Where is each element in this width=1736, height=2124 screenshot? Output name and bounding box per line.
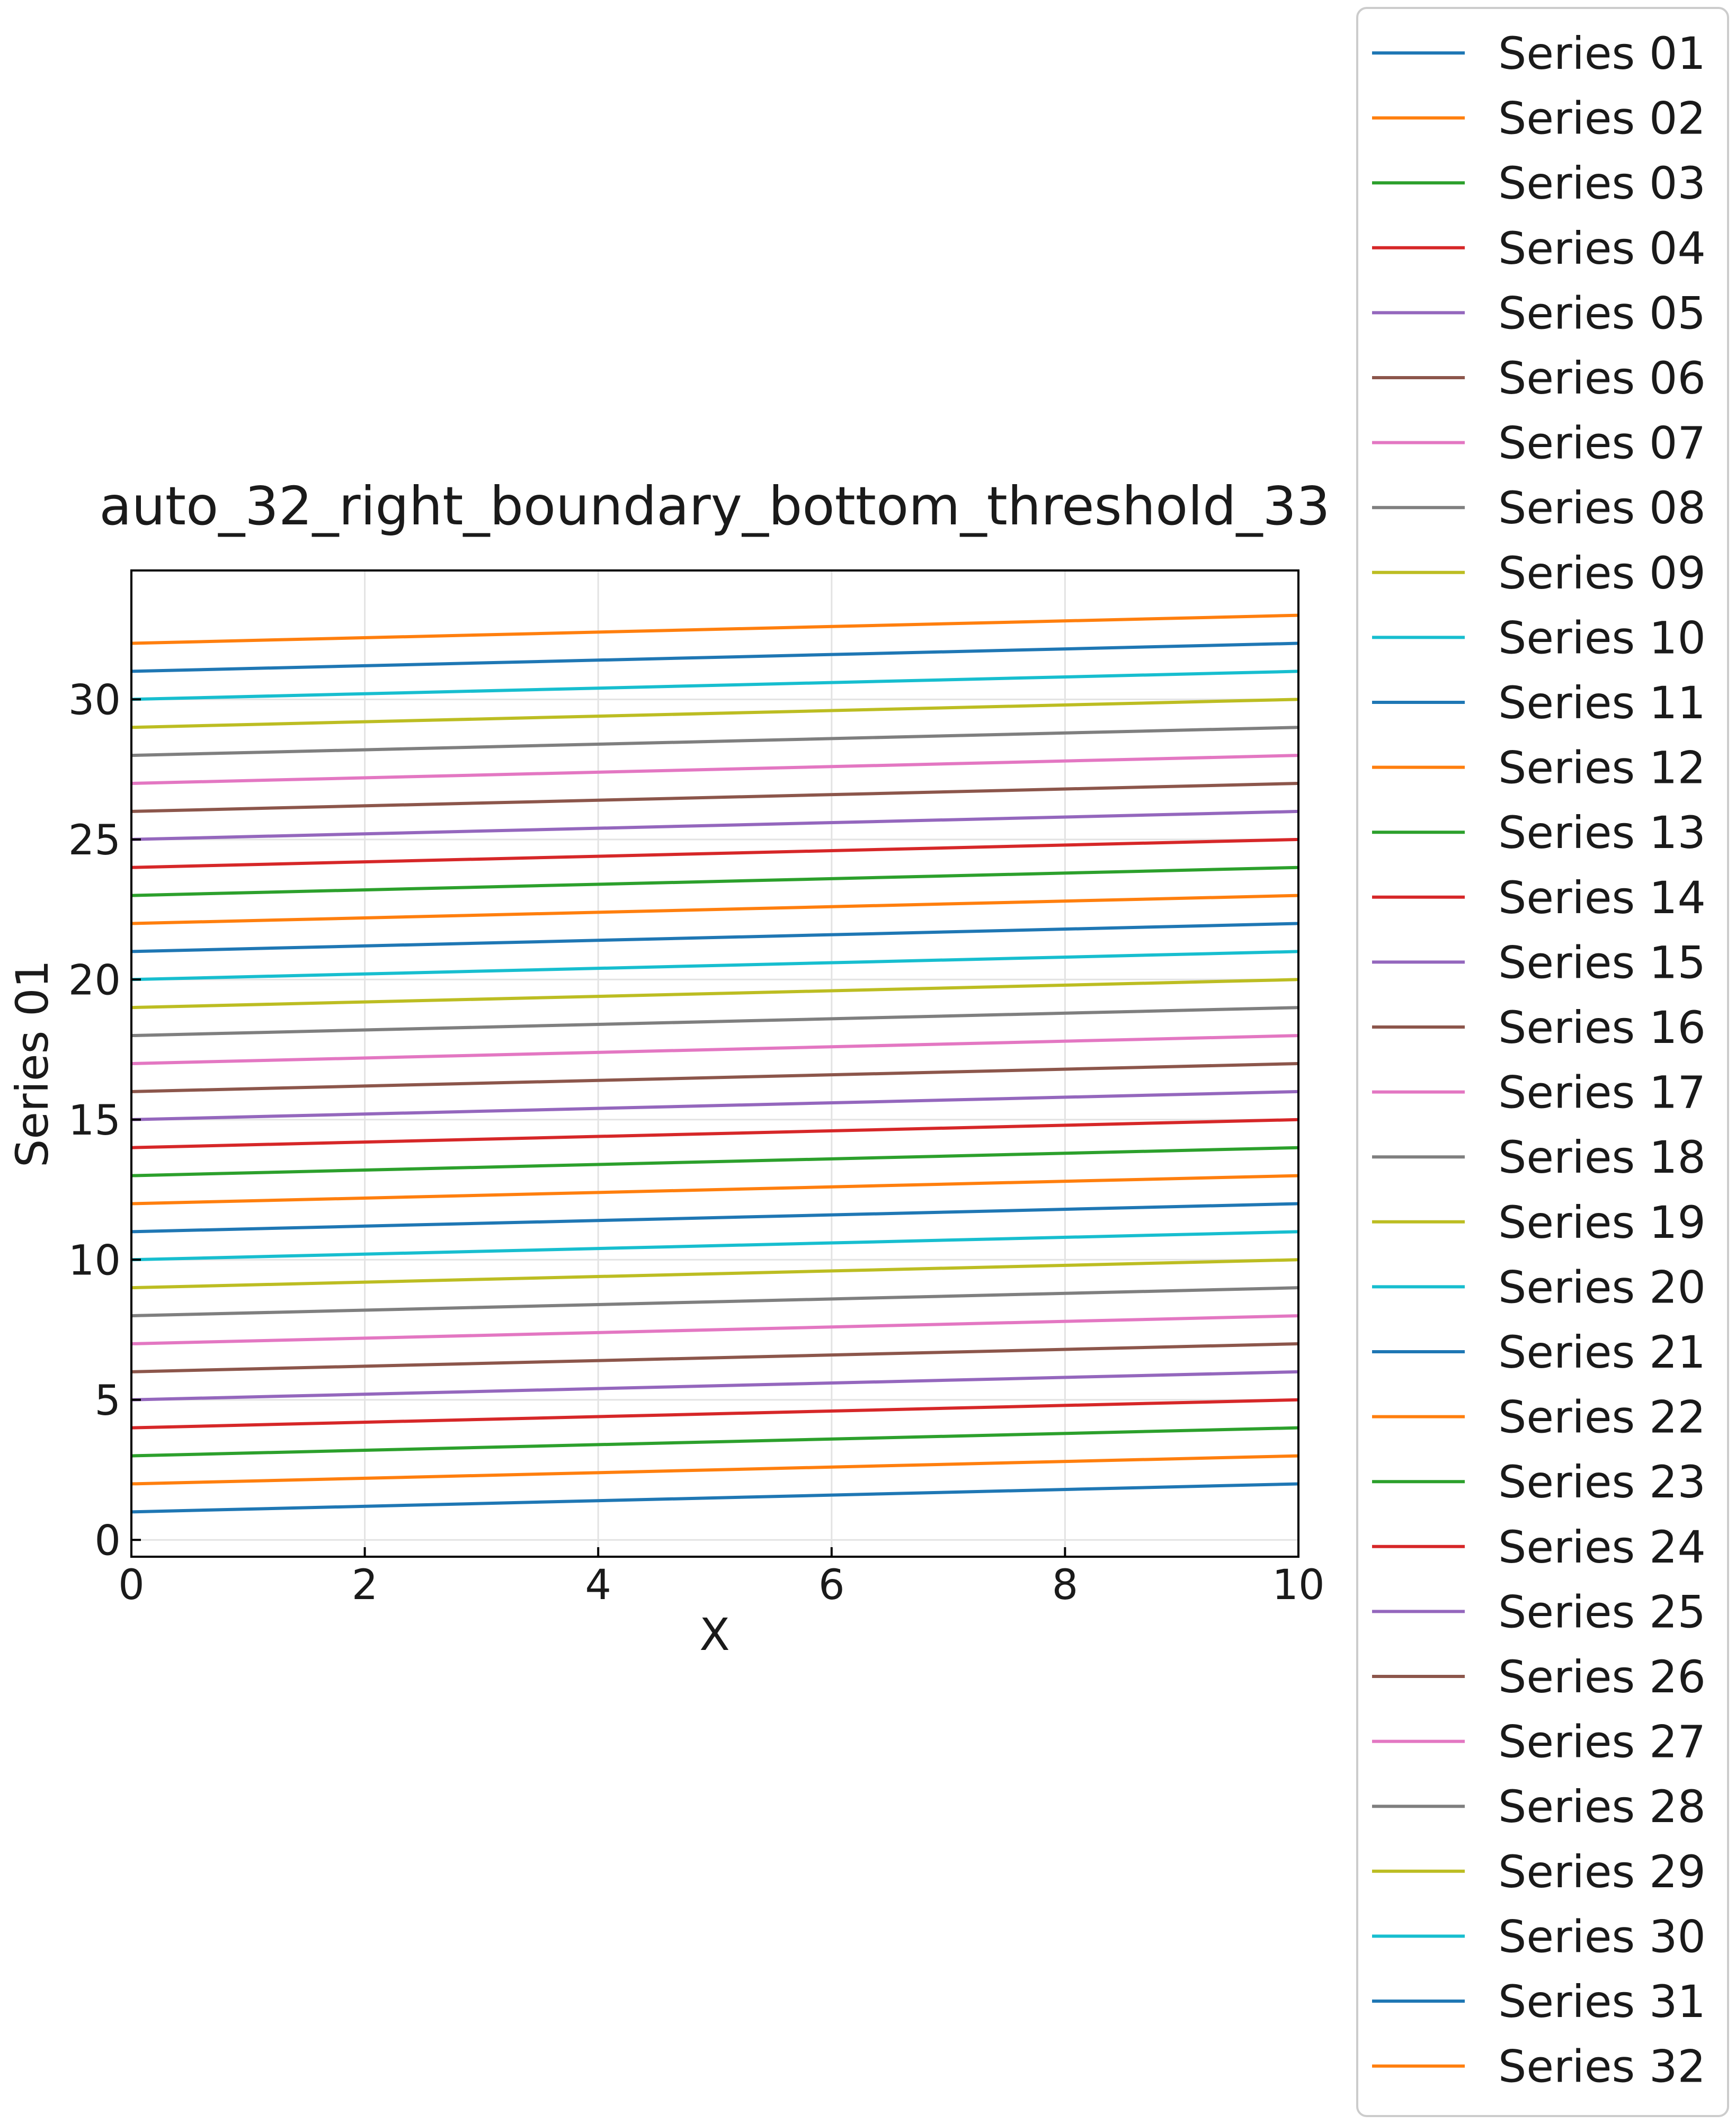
series-line bbox=[131, 809, 1299, 841]
series-line bbox=[131, 698, 1299, 729]
series-line bbox=[131, 922, 1299, 953]
series-line bbox=[131, 726, 1299, 757]
x-tick-label: 2 bbox=[352, 1561, 378, 1609]
series-line bbox=[131, 1482, 1299, 1514]
legend-label: Series 29 bbox=[1498, 1846, 1706, 1898]
series-line bbox=[131, 1146, 1299, 1177]
legend-label: Series 14 bbox=[1498, 872, 1706, 924]
legend-label: Series 18 bbox=[1498, 1131, 1706, 1183]
series-line bbox=[131, 1062, 1299, 1093]
series-line bbox=[131, 1286, 1299, 1318]
legend-entries: Series 01 Series 02 Series 03 Series 04 Seri… bbox=[1372, 28, 1706, 2093]
legend-label: Series 17 bbox=[1498, 1067, 1706, 1119]
legend-label: Series 02 bbox=[1498, 93, 1706, 145]
y-tick-label: 15 bbox=[68, 1097, 121, 1145]
legend-label: Series 05 bbox=[1498, 287, 1706, 339]
y-tick-label: 10 bbox=[68, 1237, 121, 1284]
series-line bbox=[131, 1006, 1299, 1038]
chart-title: auto_32_right_boundary_bottom_threshold_… bbox=[99, 475, 1330, 537]
series-line bbox=[131, 1202, 1299, 1234]
x-tick-label: 0 bbox=[118, 1561, 145, 1609]
x-tick-label: 4 bbox=[585, 1561, 611, 1609]
legend-label: Series 27 bbox=[1498, 1716, 1706, 1768]
plot-area-frame bbox=[130, 569, 1299, 1558]
legend-label: Series 10 bbox=[1498, 612, 1706, 664]
legend: Series 01 Series 02 Series 03 Series 04 Seri… bbox=[1356, 7, 1729, 2117]
x-tick-label: 10 bbox=[1272, 1561, 1324, 1609]
legend-label: Series 01 bbox=[1498, 28, 1706, 79]
series-lines bbox=[131, 613, 1299, 1514]
series-line bbox=[131, 1398, 1299, 1430]
series-line bbox=[131, 894, 1299, 925]
series-line bbox=[131, 754, 1299, 786]
legend-label: Series 22 bbox=[1498, 1391, 1706, 1443]
legend-label: Series 24 bbox=[1498, 1521, 1706, 1573]
grid bbox=[130, 570, 1299, 1557]
series-line bbox=[131, 1174, 1299, 1206]
series-line bbox=[131, 641, 1299, 673]
legend-label: Series 16 bbox=[1498, 1002, 1706, 1054]
legend-label: Series 11 bbox=[1498, 677, 1706, 729]
legend-label: Series 06 bbox=[1498, 352, 1706, 404]
series-line bbox=[131, 865, 1299, 897]
legend-label: Series 30 bbox=[1498, 1911, 1706, 1962]
legend-label: Series 23 bbox=[1498, 1456, 1706, 1508]
legend-label: Series 25 bbox=[1498, 1586, 1706, 1638]
series-line bbox=[131, 950, 1299, 981]
legend-label: Series 04 bbox=[1498, 222, 1706, 274]
legend-label: Series 15 bbox=[1498, 936, 1706, 988]
x-tick-label: 6 bbox=[818, 1561, 845, 1609]
axis-ticks: 0 2 4 6 8 10 0 5 10 15 20 25 30 bbox=[68, 676, 1325, 1609]
series-line bbox=[131, 782, 1299, 813]
legend-label: Series 32 bbox=[1498, 2041, 1706, 2093]
series-line bbox=[131, 978, 1299, 1010]
y-tick-label: 25 bbox=[68, 817, 121, 864]
legend-label: Series 26 bbox=[1498, 1651, 1706, 1703]
legend-label: Series 31 bbox=[1498, 1976, 1706, 2028]
series-line bbox=[131, 1118, 1299, 1149]
y-tick-label: 30 bbox=[68, 676, 121, 724]
series-line bbox=[131, 1314, 1299, 1345]
y-tick-label: 5 bbox=[94, 1377, 121, 1425]
series-line bbox=[131, 1230, 1299, 1262]
legend-label: Series 19 bbox=[1498, 1197, 1706, 1248]
legend-label: Series 21 bbox=[1498, 1326, 1706, 1378]
legend-label: Series 08 bbox=[1498, 482, 1706, 534]
y-tick-label: 0 bbox=[94, 1517, 121, 1565]
series-line bbox=[131, 1090, 1299, 1121]
series-line bbox=[131, 1342, 1299, 1373]
y-axis-label: Series 01 bbox=[6, 960, 58, 1167]
series-line bbox=[131, 837, 1299, 869]
series-line bbox=[131, 1034, 1299, 1065]
legend-label: Series 13 bbox=[1498, 807, 1706, 859]
legend-label: Series 07 bbox=[1498, 417, 1706, 469]
y-tick-label: 20 bbox=[68, 957, 121, 1004]
series-line bbox=[131, 1454, 1299, 1486]
x-tick-label: 8 bbox=[1052, 1561, 1079, 1609]
series-line bbox=[131, 1258, 1299, 1290]
legend-label: Series 09 bbox=[1498, 547, 1706, 599]
legend-label: Series 12 bbox=[1498, 742, 1706, 794]
x-axis-label: X bbox=[699, 1609, 730, 1661]
series-line bbox=[131, 1370, 1299, 1402]
series-line bbox=[131, 613, 1299, 645]
legend-label: Series 28 bbox=[1498, 1781, 1706, 1833]
series-line bbox=[131, 670, 1299, 701]
legend-label: Series 20 bbox=[1498, 1261, 1706, 1313]
legend-frame bbox=[1356, 7, 1729, 2117]
legend-label: Series 03 bbox=[1498, 157, 1706, 209]
series-line bbox=[131, 1426, 1299, 1458]
